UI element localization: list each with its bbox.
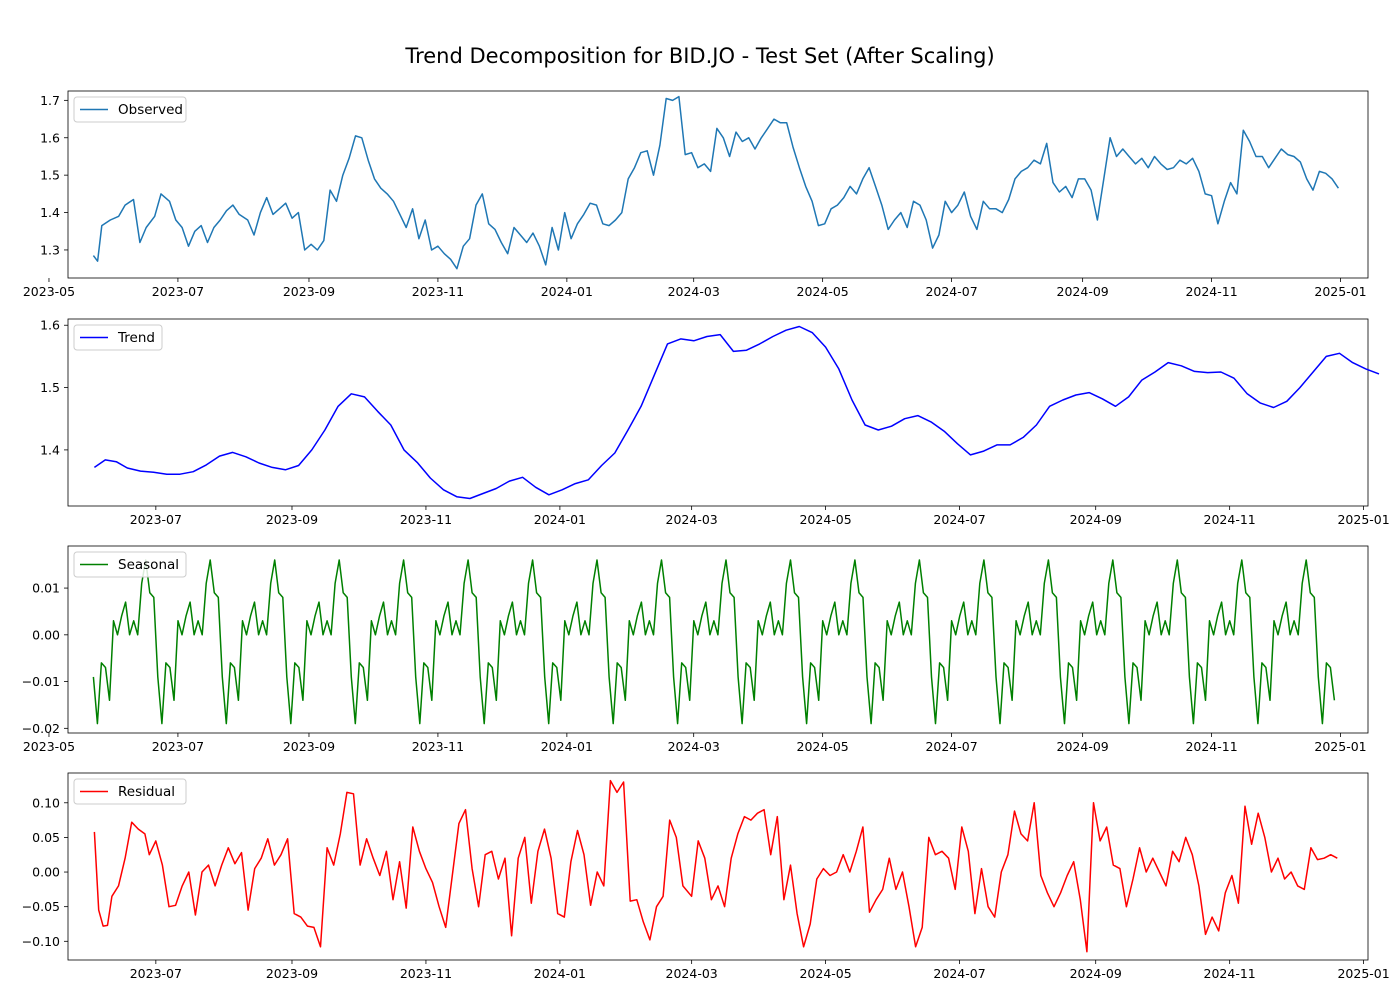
x-tick-label: 2023-11 — [400, 966, 452, 981]
observed-series-line — [92, 95, 1340, 270]
x-tick-label: 2024-09 — [1070, 966, 1122, 981]
x-tick-label: 2023-09 — [266, 512, 318, 527]
x-tick-label: 2024-09 — [1057, 739, 1109, 754]
x-tick-label: 2024-01 — [534, 966, 586, 981]
x-tick-label: 2024-03 — [666, 966, 718, 981]
x-tick-label: 2025-01 — [1314, 739, 1366, 754]
trend-series-line — [93, 325, 1380, 500]
x-tick-label: 2024-05 — [797, 739, 849, 754]
x-tick-label: 2024-03 — [668, 739, 720, 754]
x-tick-label: 2025-01 — [1314, 284, 1366, 299]
y-tick-label: −0.02 — [22, 721, 60, 736]
legend-label-residual: Residual — [118, 784, 175, 800]
seasonal-series-line — [92, 559, 1336, 725]
x-tick-label: 2024-11 — [1204, 966, 1256, 981]
y-tick-label: 1.5 — [40, 168, 60, 183]
seasonal-panel: 2023-05 2023-07 2023-09 2023-11 2024-01 2024-… — [22, 545, 1369, 754]
x-tick-label: 2024-05 — [799, 512, 851, 527]
x-tick-label: 2023-11 — [400, 512, 452, 527]
y-tick-label: 1.7 — [40, 93, 60, 108]
x-tick-label: 2024-07 — [933, 966, 985, 981]
y-tick-label: 0.01 — [32, 581, 60, 596]
x-tick-label: 2024-03 — [666, 512, 718, 527]
axes-frame — [67, 545, 1369, 734]
x-tick-label: 2023-07 — [152, 739, 204, 754]
x-tick-label: 2024-11 — [1185, 284, 1237, 299]
x-tick-label: 2023-07 — [130, 512, 182, 527]
y-tick-label: 0.05 — [32, 830, 60, 845]
axes-frame — [67, 772, 1369, 961]
x-tick-label: 2025-01 — [1337, 966, 1389, 981]
x-tick-label: 2023-05 — [23, 739, 75, 754]
x-tick-label: 2024-09 — [1057, 284, 1109, 299]
residual-series-line — [93, 779, 1338, 953]
y-tick-label: −0.10 — [22, 934, 60, 949]
x-tick-label: 2024-01 — [541, 739, 593, 754]
residual-panel: 2023-07 2023-09 2023-11 2024-01 2024-03 2024-… — [22, 772, 1390, 981]
axes-frame — [67, 318, 1369, 507]
x-tick-label: 2024-07 — [933, 512, 985, 527]
x-tick-label: 2023-09 — [266, 966, 318, 981]
y-tick-label: 1.4 — [40, 205, 60, 220]
legend-label-trend: Trend — [117, 330, 155, 346]
trend-panel: 2023-07 2023-09 2023-11 2024-01 2024-03 2024-… — [40, 318, 1390, 527]
x-tick-label: 2024-11 — [1185, 739, 1237, 754]
x-tick-label: 2023-09 — [283, 284, 335, 299]
x-tick-label: 2024-05 — [797, 284, 849, 299]
x-tick-label: 2024-11 — [1204, 512, 1256, 527]
figure-title: Trend Decomposition for BID.JO - Test Se… — [405, 44, 995, 68]
x-tick-label: 2024-03 — [668, 284, 720, 299]
x-tick-label: 2023-07 — [152, 284, 204, 299]
y-tick-label: −0.01 — [22, 674, 60, 689]
x-tick-label: 2023-07 — [130, 966, 182, 981]
legend-box — [73, 778, 187, 805]
y-tick-label: 1.5 — [40, 380, 60, 395]
y-tick-label: 0.00 — [32, 627, 60, 642]
legend-label-observed: Observed — [118, 102, 183, 118]
x-tick-label: 2024-09 — [1070, 512, 1122, 527]
legend-label-seasonal: Seasonal — [118, 557, 179, 573]
y-tick-label: 1.6 — [40, 130, 60, 145]
x-tick-label: 2024-05 — [799, 966, 851, 981]
legend-box — [73, 96, 187, 123]
observed-panel: 2023-05 2023-07 2023-09 2023-11 2024-01 2024-… — [23, 90, 1369, 299]
y-tick-label: 0.00 — [32, 865, 60, 880]
legend-box — [73, 324, 163, 351]
x-tick-label: 2023-11 — [412, 739, 464, 754]
y-tick-label: 0.10 — [32, 795, 60, 810]
y-tick-label: 1.3 — [40, 242, 60, 257]
x-tick-label: 2023-11 — [412, 284, 464, 299]
axes-frame — [67, 90, 1369, 279]
x-tick-label: 2023-05 — [23, 284, 75, 299]
x-tick-label: 2024-07 — [925, 739, 977, 754]
y-tick-label: −0.05 — [22, 899, 60, 914]
x-tick-label: 2023-09 — [283, 739, 335, 754]
x-tick-label: 2024-07 — [925, 284, 977, 299]
y-tick-label: 1.4 — [40, 442, 60, 457]
x-tick-label: 2025-01 — [1337, 512, 1389, 527]
x-tick-label: 2024-01 — [541, 284, 593, 299]
legend-box — [73, 551, 187, 578]
x-tick-label: 2024-01 — [534, 512, 586, 527]
y-tick-label: 1.6 — [40, 318, 60, 333]
